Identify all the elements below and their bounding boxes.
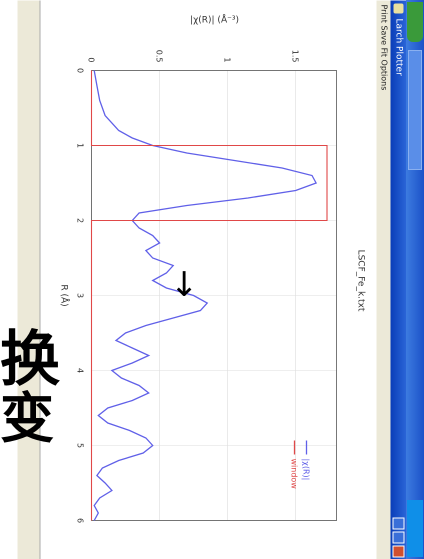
- close-button[interactable]: [392, 545, 404, 557]
- legend-label: window: [289, 458, 298, 489]
- overlay-arrow: ↓: [170, 265, 199, 305]
- plot-frame: [90, 69, 337, 521]
- x-tick-label: 3: [75, 292, 84, 297]
- x-axis-ticks: 0 1 2 3 4 5 6: [75, 67, 84, 522]
- y-tick-label: 0: [86, 57, 95, 62]
- y-tick-label: 1.5: [290, 49, 299, 62]
- app-window-container: Larch Plotter Print Save Fit Options LSC…: [17, 0, 406, 559]
- taskbar: [406, 0, 424, 559]
- x-tick-label: 2: [75, 217, 84, 222]
- y-axis-label: |χ(R)| (Å⁻³): [190, 13, 239, 25]
- overlay-char-2: 换: [0, 325, 60, 395]
- minimize-button[interactable]: [392, 517, 404, 529]
- series-line-window: [90, 70, 328, 520]
- taskbar-item[interactable]: [408, 50, 422, 170]
- overlay-char-1: 变: [0, 387, 54, 450]
- menu-text[interactable]: Print Save Fit Options: [379, 4, 388, 90]
- status-bar: [17, 0, 40, 559]
- legend-label: |χ(R)|: [301, 458, 310, 480]
- y-tick-label: 1: [222, 57, 231, 62]
- chart-legend: |χ(R)|window: [289, 440, 310, 489]
- menu-bar[interactable]: Print Save Fit Options: [376, 0, 390, 559]
- maximize-button[interactable]: [392, 531, 404, 543]
- title-bar[interactable]: Larch Plotter: [390, 0, 406, 559]
- system-tray: [407, 500, 423, 557]
- x-tick-label: 0: [75, 67, 84, 72]
- app-window: Larch Plotter Print Save Fit Options LSC…: [17, 0, 406, 559]
- chart-title: LSCF_Fe_k.txt: [355, 249, 365, 311]
- chart-grid: [90, 69, 336, 521]
- chart: LSCF_Fe_k.txt 0 1 2 3 4 5 6 0 0.5 1 1.5 R (Å) |χ(…: [58, 13, 365, 523]
- x-tick-label: 4: [75, 367, 84, 372]
- x-tick-label: 6: [75, 517, 84, 522]
- y-tick-label: 0.5: [154, 49, 163, 62]
- chart-series: [90, 69, 328, 521]
- x-tick-label: 1: [75, 142, 84, 147]
- app-icon: [393, 3, 403, 13]
- start-button[interactable]: [407, 2, 423, 42]
- y-axis-ticks: 0 0.5 1 1.5: [86, 49, 299, 62]
- window-title: Larch Plotter: [393, 18, 403, 76]
- series-line-chi-r: [92, 69, 317, 521]
- plot-area: LSCF_Fe_k.txt 0 1 2 3 4 5 6 0 0.5 1 1.5 R (Å) |χ(…: [40, 0, 376, 559]
- x-tick-label: 5: [75, 442, 84, 447]
- x-axis-label: R (Å): [58, 284, 70, 306]
